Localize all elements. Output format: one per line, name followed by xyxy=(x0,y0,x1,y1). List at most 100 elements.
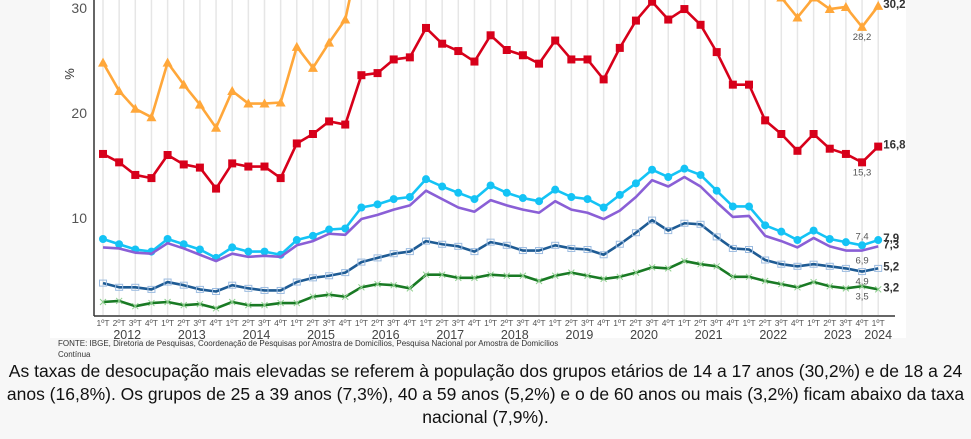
point-total xyxy=(405,193,414,201)
data-label-60-anos-ou-mais: 3,2 xyxy=(883,282,899,294)
point-14-a-17-anos xyxy=(324,37,335,47)
x-tick-label: 4ºT xyxy=(597,318,610,328)
point-60-anos-ou-mais xyxy=(180,301,188,309)
point-18-a-24-anos xyxy=(696,20,705,29)
point-60-anos-ou-mais xyxy=(261,301,268,309)
point-total xyxy=(696,170,705,179)
point-18-a-24-anos xyxy=(809,130,818,138)
point-14-a-17-anos xyxy=(792,12,803,22)
point-18-a-24-anos xyxy=(518,51,527,60)
point-40-a-59-anos xyxy=(745,246,753,253)
line-chart: 1ºT 2ºT 3ºT 4ºT 1ºT 2ºT 3ºT 4ºT 1ºT 2ºT 3ºT 4ºT 1ºT 2… xyxy=(62,0,906,340)
point-18-a-24-anos xyxy=(615,43,624,52)
point-total xyxy=(292,236,301,245)
point-total xyxy=(470,195,479,204)
x-tick-label: 1ºT xyxy=(355,318,368,328)
point-total xyxy=(680,164,689,173)
point-60-anos-ou-mais xyxy=(341,293,349,301)
point-40-a-59-anos xyxy=(502,241,511,249)
point-14-a-17-anos xyxy=(130,103,141,113)
point-total xyxy=(793,236,802,245)
point-60-anos-ou-mais xyxy=(551,272,559,280)
x-tick-label: 1ºT xyxy=(96,318,109,328)
point-18-a-24-anos xyxy=(874,142,883,151)
x-tick-label: 2ºT xyxy=(823,318,836,328)
point-60-anos-ou-mais xyxy=(228,298,236,306)
point-40-a-59-anos xyxy=(147,285,156,293)
point-total xyxy=(99,235,107,243)
point-60-anos-ou-mais xyxy=(874,286,882,293)
data-label-60-anos-ou-mais: 3,5 xyxy=(855,291,868,302)
point-18-a-24-anos xyxy=(147,174,156,183)
point-total xyxy=(825,235,834,243)
point-18-a-24-anos xyxy=(841,149,850,158)
point-40-a-59-anos xyxy=(454,242,463,250)
x-tick-label: 2ºT xyxy=(565,318,578,328)
point-18-a-24-anos xyxy=(244,162,253,171)
x-tick-label: 4ºT xyxy=(856,318,869,328)
point-60-anos-ou-mais xyxy=(99,298,107,306)
x-tick-label: 3ºT xyxy=(387,318,400,328)
point-18-a-24-anos xyxy=(502,46,511,54)
point-60-anos-ou-mais xyxy=(713,262,721,270)
point-60-anos-ou-mais xyxy=(777,280,785,288)
x-tick-label: 1ºT xyxy=(161,318,174,328)
point-18-a-24-anos xyxy=(470,57,479,66)
point-total xyxy=(551,185,560,194)
point-60-anos-ou-mais xyxy=(471,274,478,282)
point-total xyxy=(583,195,592,204)
caption: As taxas de desocupação mais elevadas se… xyxy=(6,361,965,427)
point-18-a-24-anos xyxy=(422,23,430,32)
point-18-a-24-anos xyxy=(325,117,334,126)
point-40-a-59-anos xyxy=(680,219,689,227)
point-18-a-24-anos xyxy=(648,0,657,6)
year-label: 2020 xyxy=(630,328,658,340)
point-18-a-24-anos xyxy=(825,144,834,153)
point-60-anos-ou-mais xyxy=(697,260,704,268)
point-18-a-24-anos xyxy=(341,120,350,129)
point-18-a-24-anos xyxy=(761,116,770,125)
point-40-a-59-anos xyxy=(260,286,269,294)
point-18-a-24-anos xyxy=(486,31,495,40)
point-18-a-24-anos xyxy=(212,184,221,193)
point-18-a-24-anos xyxy=(728,80,737,89)
x-tick-label: 2ºT xyxy=(306,318,319,328)
point-40-a-59-anos xyxy=(373,254,382,262)
point-total xyxy=(615,190,624,199)
point-40-a-59-anos xyxy=(874,264,883,272)
x-tick-label: 4ºT xyxy=(274,318,287,328)
point-40-a-59-anos xyxy=(163,278,172,286)
point-60-anos-ou-mais xyxy=(616,273,624,281)
point-60-anos-ou-mais xyxy=(648,263,656,271)
point-60-anos-ou-mais xyxy=(503,272,511,280)
x-tick-label: 1ºT xyxy=(872,318,885,328)
x-tick-label: 3ºT xyxy=(646,318,659,328)
point-total xyxy=(389,195,398,204)
point-40-a-59-anos xyxy=(793,262,802,270)
point-60-anos-ou-mais xyxy=(600,275,608,283)
point-60-anos-ou-mais xyxy=(196,300,204,308)
point-total xyxy=(179,240,188,249)
point-60-anos-ou-mais xyxy=(438,271,446,279)
x-tick-label: 3ºT xyxy=(129,318,142,328)
point-total xyxy=(858,241,867,250)
point-total xyxy=(841,238,850,247)
point-total xyxy=(325,225,334,234)
point-18-a-24-anos xyxy=(373,69,382,78)
source-note: FONTE: IBGE, Diretoria de Pesquisas, Coo… xyxy=(58,339,559,348)
x-tick-label: 3ºT xyxy=(775,318,788,328)
x-tick-label: 4ºT xyxy=(468,318,481,328)
point-18-a-24-anos xyxy=(276,174,285,183)
point-40-a-59-anos xyxy=(631,229,640,237)
point-18-a-24-anos xyxy=(131,170,140,179)
x-tick-label: 2ºT xyxy=(242,318,255,328)
point-total xyxy=(631,179,640,188)
x-tick-label: 1ºT xyxy=(226,318,239,328)
x-tick-label: 4ºT xyxy=(791,318,804,328)
point-60-anos-ou-mais xyxy=(148,299,155,307)
point-60-anos-ou-mais xyxy=(131,302,139,310)
point-60-anos-ou-mais xyxy=(794,283,801,291)
point-14-a-17-anos xyxy=(98,57,108,67)
point-14-a-17-anos xyxy=(824,4,835,14)
point-40-a-59-anos xyxy=(244,284,253,292)
